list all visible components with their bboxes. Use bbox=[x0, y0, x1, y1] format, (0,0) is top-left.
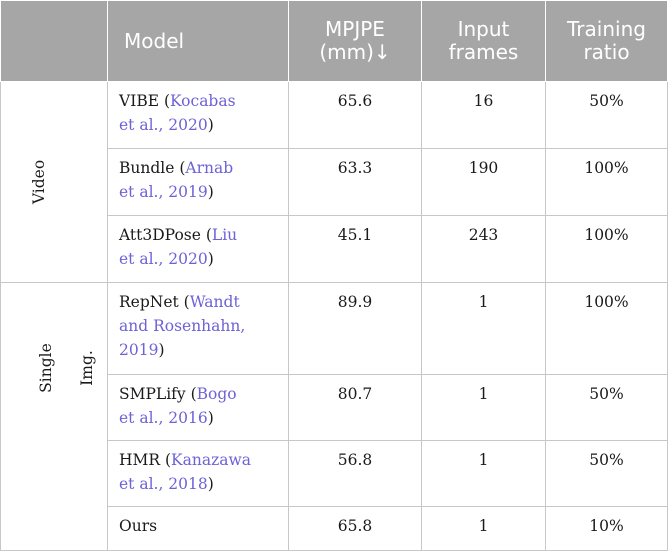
mpjpe-cell: 63.3 bbox=[288, 148, 422, 216]
group-video-label: Video bbox=[30, 159, 48, 205]
header-row: Model MPJPE (mm)↓ Input frames Training … bbox=[0, 0, 668, 82]
header-training-ratio-line2: ratio bbox=[583, 40, 630, 64]
model-cell: Att3DPose (Liu et al., 2020) bbox=[107, 215, 289, 283]
model-name: VIBE bbox=[119, 92, 160, 110]
group-img-label: Img. bbox=[78, 350, 96, 386]
mpjpe-cell: 56.8 bbox=[288, 440, 422, 507]
header-training-ratio: Training ratio bbox=[545, 0, 668, 82]
model-name: HMR bbox=[119, 451, 161, 469]
citation-link[interactable]: Arnab bbox=[185, 159, 234, 177]
model-cell: Ours bbox=[107, 506, 289, 551]
citation-link[interactable]: Wandt bbox=[189, 293, 240, 311]
header-model: Model bbox=[107, 0, 289, 82]
frames-cell: 1 bbox=[421, 506, 546, 551]
mpjpe-cell: 65.6 bbox=[288, 81, 422, 149]
citation-link[interactable]: et al., 2020 bbox=[119, 250, 208, 268]
model-name: Ours bbox=[119, 517, 158, 535]
model-name: Bundle bbox=[119, 159, 175, 177]
frames-cell: 190 bbox=[421, 148, 546, 216]
header-mpjpe: MPJPE (mm)↓ bbox=[288, 0, 422, 82]
header-input-frames-line2: frames bbox=[448, 40, 519, 64]
mpjpe-cell: 65.8 bbox=[288, 506, 422, 551]
group-video: Video bbox=[0, 81, 108, 283]
table-row: Single Img. RepNet (Wandt and Rosenhahn, 2… bbox=[0, 282, 668, 551]
frames-cell: 1 bbox=[421, 282, 546, 375]
mpjpe-cell: 45.1 bbox=[288, 215, 422, 283]
header-training-ratio-line1: Training bbox=[567, 17, 646, 41]
ratio-cell: 10% bbox=[545, 506, 668, 551]
ratio-cell: 50% bbox=[545, 81, 668, 149]
citation-link[interactable]: et al., 2019 bbox=[119, 183, 208, 201]
citation-link[interactable]: and Rosenhahn, bbox=[119, 317, 246, 335]
frames-cell: 1 bbox=[421, 374, 546, 441]
citation-link[interactable]: et al., 2018 bbox=[119, 475, 208, 493]
model-name: Att3DPose bbox=[119, 226, 201, 244]
header-input-frames: Input frames bbox=[421, 0, 546, 82]
table-row: SMPLify (Bogo et al., 2016) 80.7 1 50% bbox=[1, 374, 668, 441]
model-name: RepNet bbox=[119, 293, 179, 311]
model-cell: SMPLify (Bogo et al., 2016) bbox=[107, 374, 289, 441]
model-name: SMPLify bbox=[119, 385, 186, 403]
group-single-label: Single bbox=[37, 343, 55, 393]
table-row: Video VIBE (Kocabas et al., 2020) 65.6 16… bbox=[0, 81, 668, 283]
citation-link[interactable]: et al., 2016 bbox=[119, 409, 208, 427]
citation-link[interactable]: 2019 bbox=[119, 341, 159, 359]
citation-link[interactable]: et al., 2020 bbox=[119, 116, 208, 134]
header-input-frames-line1: Input bbox=[457, 17, 510, 41]
model-cell: HMR (Kanazawa et al., 2018) bbox=[107, 440, 289, 507]
ratio-cell: 100% bbox=[545, 282, 668, 375]
ratio-cell: 100% bbox=[545, 148, 668, 216]
mpjpe-cell: 89.9 bbox=[288, 282, 422, 375]
header-mpjpe-line1: MPJPE bbox=[325, 17, 385, 41]
mpjpe-cell: 80.7 bbox=[288, 374, 422, 441]
frames-cell: 1 bbox=[421, 440, 546, 507]
citation-link[interactable]: Kocabas bbox=[170, 92, 236, 110]
model-cell: VIBE (Kocabas et al., 2020) bbox=[107, 81, 289, 149]
citation-link[interactable]: Bogo bbox=[196, 385, 237, 403]
ratio-cell: 100% bbox=[545, 215, 668, 283]
frames-cell: 16 bbox=[421, 81, 546, 149]
header-mpjpe-line2: (mm)↓ bbox=[319, 40, 391, 64]
model-cell: Bundle (Arnab et al., 2019) bbox=[107, 148, 289, 216]
header-group bbox=[0, 0, 108, 82]
frames-cell: 243 bbox=[421, 215, 546, 283]
group-single-img: Single Img. bbox=[0, 282, 108, 551]
citation-link[interactable]: Liu bbox=[211, 226, 238, 244]
ratio-cell: 50% bbox=[545, 440, 668, 507]
model-cell: RepNet (Wandt and Rosenhahn, 2019) bbox=[107, 282, 289, 375]
citation-link[interactable]: Kanazawa bbox=[171, 451, 252, 469]
ratio-cell: 50% bbox=[545, 374, 668, 441]
